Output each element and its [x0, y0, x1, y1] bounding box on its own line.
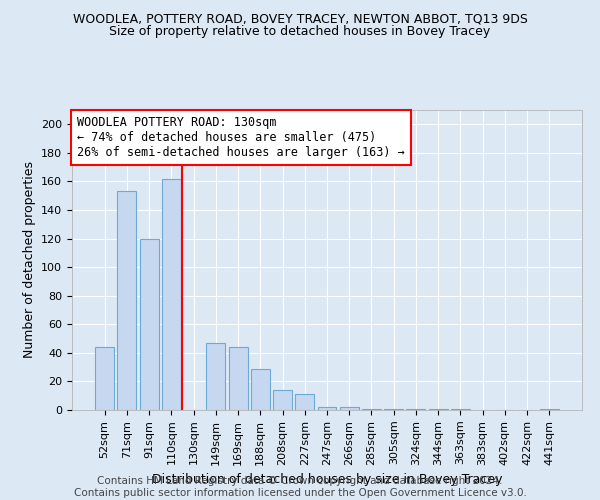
Text: Size of property relative to detached houses in Bovey Tracey: Size of property relative to detached ho… [109, 25, 491, 38]
Bar [362, 408, 381, 410]
Y-axis label: Number of detached properties: Number of detached properties [23, 162, 35, 358]
Text: WOODLEA, POTTERY ROAD, BOVEY TRACEY, NEWTON ABBOT, TQ13 9DS: WOODLEA, POTTERY ROAD, BOVEY TRACEY, NEW… [73, 12, 527, 26]
Bar [273, 390, 292, 410]
Bar [118, 192, 136, 410]
Bar [295, 394, 314, 410]
Bar [451, 408, 470, 410]
Bar [429, 408, 448, 410]
Bar [140, 238, 158, 410]
Text: Contains HM Land Registry data © Crown copyright and database right 2024.
Contai: Contains HM Land Registry data © Crown c… [74, 476, 526, 498]
Text: WOODLEA POTTERY ROAD: 130sqm
← 74% of detached houses are smaller (475)
26% of s: WOODLEA POTTERY ROAD: 130sqm ← 74% of de… [77, 116, 405, 159]
Bar [95, 347, 114, 410]
Bar [206, 343, 225, 410]
Bar [229, 347, 248, 410]
Bar [540, 408, 559, 410]
Bar [251, 368, 270, 410]
X-axis label: Distribution of detached houses by size in Bovey Tracey: Distribution of detached houses by size … [152, 473, 502, 486]
Bar [384, 408, 403, 410]
Bar [162, 178, 181, 410]
Bar [340, 407, 359, 410]
Bar [317, 407, 337, 410]
Bar [406, 408, 425, 410]
